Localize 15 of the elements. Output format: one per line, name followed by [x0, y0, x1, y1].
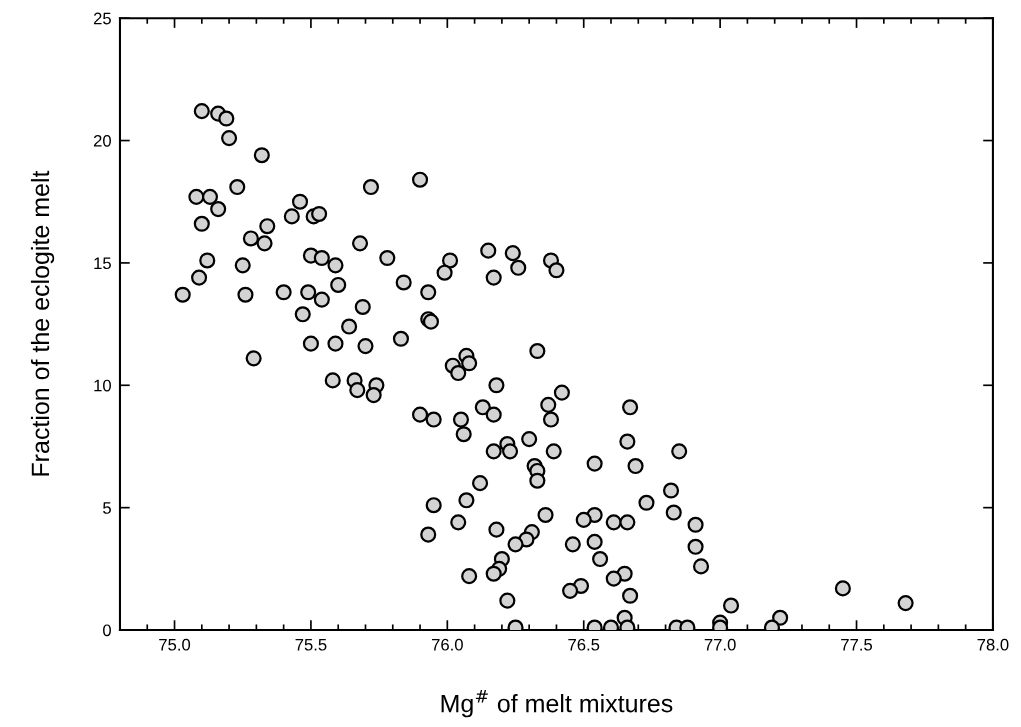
x-tick-label: 76.5 — [568, 638, 600, 651]
x-tick-label: 77.5 — [841, 638, 873, 651]
y-tick-label: 15 — [94, 257, 111, 270]
x-tick-label: 78.0 — [977, 638, 1009, 651]
x-tick-label: 76.0 — [431, 638, 463, 651]
x-tick-label: 75.0 — [159, 638, 191, 651]
y-tick-label: 5 — [103, 502, 111, 514]
y-tick-label: 10 — [94, 379, 111, 392]
x-tick-label: 75.5 — [295, 638, 327, 651]
x-axis-title: Mg$^{#}$ of melt mixtures — [441, 690, 673, 718]
y-tick-label: 0 — [103, 624, 111, 637]
y-axis-title: Fraction of the eclogite melt — [30, 170, 55, 476]
x-tick-label: 77.0 — [704, 638, 736, 651]
y-tick-label: 25 — [93, 12, 111, 25]
y-tick-label: 20 — [93, 134, 111, 147]
